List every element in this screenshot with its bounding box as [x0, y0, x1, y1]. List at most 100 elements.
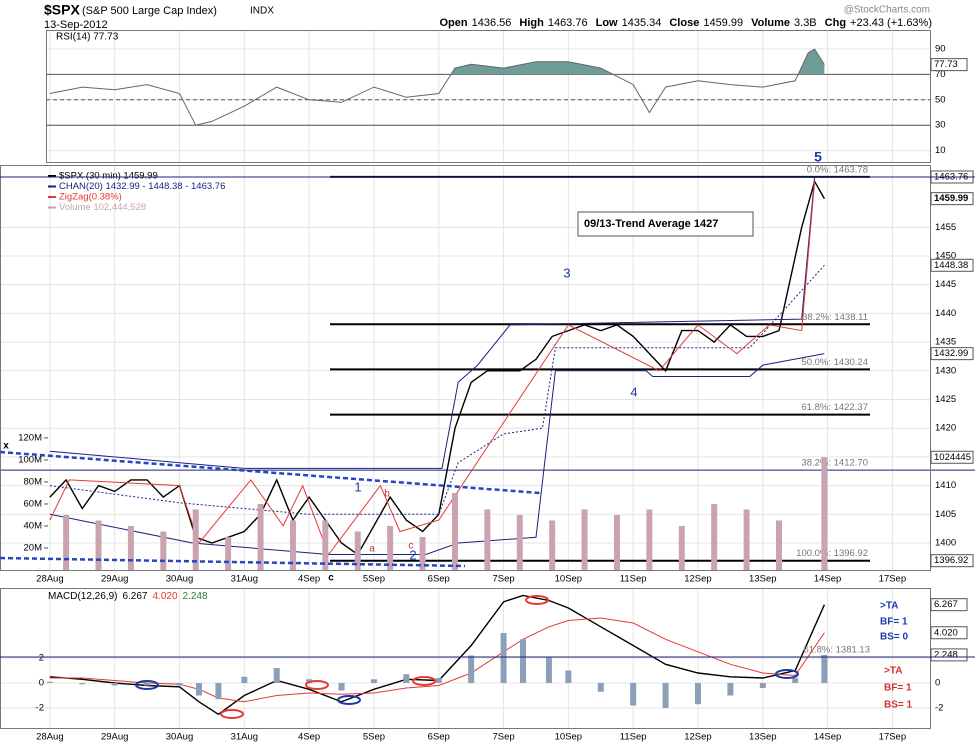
volume-bar: [646, 509, 653, 570]
legend-label: ZigZag(0.38%): [59, 192, 122, 203]
volume-bar: [516, 514, 523, 570]
fib-label: 100.0%: 1396.92: [796, 548, 868, 559]
volume-bar: [160, 531, 167, 570]
quote-value: 1435.34: [622, 17, 662, 29]
signal-circle: [412, 676, 436, 686]
macd-value: 4.020: [153, 591, 178, 602]
volume-bar: [289, 520, 296, 570]
histogram-bar: [79, 683, 86, 685]
x-tick-label: 10Sep: [555, 732, 582, 743]
legend-label: CHAN(20) 1432.99 - 1448.38 - 1463.76: [59, 181, 225, 192]
y-tick-label-left: 0: [39, 678, 44, 689]
quote-label: Low: [596, 17, 618, 29]
histogram-bar: [694, 683, 701, 705]
price-box: [930, 554, 974, 568]
y-tick-label: 90: [935, 44, 946, 55]
series-line: [49, 48, 825, 126]
chart-date: 13-Sep-2012: [44, 19, 108, 31]
histogram-bar: [662, 683, 669, 708]
annotation-box: [577, 211, 754, 237]
brand: @StockCharts.com: [844, 5, 930, 16]
quote-label: Volume: [751, 17, 790, 29]
x-tick-label: 28Aug: [36, 732, 63, 743]
price-box-label: 1396.92: [934, 555, 968, 566]
fib-label: 38.2%: 1412.70: [801, 458, 868, 469]
legend-swatch: [48, 175, 56, 177]
y-tick-label: 1410: [935, 480, 956, 491]
volume-bar: [354, 531, 361, 570]
macd-value: 6.267: [122, 591, 147, 602]
macd-value: 2.248: [183, 591, 208, 602]
histogram-bar: [241, 676, 248, 683]
y-tick-label: 30: [935, 120, 946, 131]
x-tick-label: 28Aug: [36, 574, 63, 585]
volume-bar: [451, 492, 458, 570]
quote: Open 1436.56 High 1463.76 Low 1435.34 Close 145…: [439, 17, 932, 29]
y2-tick-label: 80M: [24, 476, 43, 487]
volume-bar: [127, 525, 134, 570]
quote-value: 1436.56: [472, 17, 512, 29]
y2-tick-label: 60M: [24, 498, 43, 509]
y-tick-label: 1440: [935, 308, 956, 319]
signal-circle: [775, 669, 799, 679]
quote-label: Close: [669, 17, 699, 29]
macd-box-label: 6.267: [934, 599, 958, 610]
quote-label: Open: [439, 17, 467, 29]
price-box: [930, 258, 974, 272]
volume-bar: [95, 520, 102, 570]
signal-note: >TA: [880, 601, 898, 612]
wave-label: a: [369, 544, 375, 555]
y2-tick-label: 40M: [24, 520, 43, 531]
histogram-bar: [273, 668, 280, 683]
legend-swatch: [48, 196, 56, 198]
volume-bar: [821, 457, 828, 570]
x-tick-label: 7Sep: [492, 574, 514, 585]
y-tick-label: 1455: [935, 222, 956, 233]
price-box: [930, 347, 974, 361]
x-tick-label: 12Sep: [684, 732, 711, 743]
legend-swatch: [48, 206, 56, 209]
histogram-bar: [545, 656, 552, 683]
histogram-bar: [792, 678, 799, 683]
price-box-label: 1448.38: [934, 260, 968, 271]
y-tick-label: 1405: [935, 509, 956, 520]
macd-box-label: 2.248: [934, 649, 958, 660]
x-tick-label: 30Aug: [166, 732, 193, 743]
macd-box: [930, 626, 968, 640]
y2-tick-label: 100M: [18, 454, 42, 465]
wave-label: c: [409, 541, 414, 552]
wave-label: 1: [354, 479, 361, 494]
macd-note: 61.8%: 1381.13: [803, 645, 870, 656]
signal-note: BS= 0: [880, 632, 909, 643]
y-tick-label: 1435: [935, 337, 956, 348]
series-line: [49, 176, 825, 469]
trend-line: [0, 556, 466, 568]
panel-frame: [0, 165, 931, 571]
x-tick-label: 30Aug: [166, 574, 193, 585]
quote-value: 1463.76: [548, 17, 588, 29]
histogram-bar: [176, 683, 183, 686]
macd-title: MACD(12,26,9) 6.267 4.020 2.248: [48, 591, 208, 602]
macd-box: [930, 648, 968, 662]
price-box-label: 1459.99: [934, 193, 968, 204]
signal-circle: [525, 595, 549, 605]
x-tick-label: 12Sep: [684, 574, 711, 585]
x-tick-label: 31Aug: [231, 732, 258, 743]
histogram-bar: [144, 683, 151, 686]
volume-box: [930, 450, 974, 464]
volume-bar: [387, 525, 394, 570]
panel-background: [46, 30, 930, 162]
x-tick-label: 14Sep: [814, 574, 841, 585]
symbol: $SPX: [44, 2, 80, 18]
trend-line: [0, 450, 541, 495]
x-tick-label: 31Aug: [231, 574, 258, 585]
volume-bar: [743, 509, 750, 570]
volume-bar: [63, 514, 70, 570]
y-tick-label: -2: [935, 703, 943, 714]
fib-label: 61.8%: 1422.37: [801, 402, 868, 413]
volume-bar: [192, 509, 199, 570]
histogram-bar: [500, 633, 507, 683]
x-tick-label: 17Sep: [879, 732, 906, 743]
volume-bar: [225, 536, 232, 570]
histogram-bar: [403, 674, 410, 683]
